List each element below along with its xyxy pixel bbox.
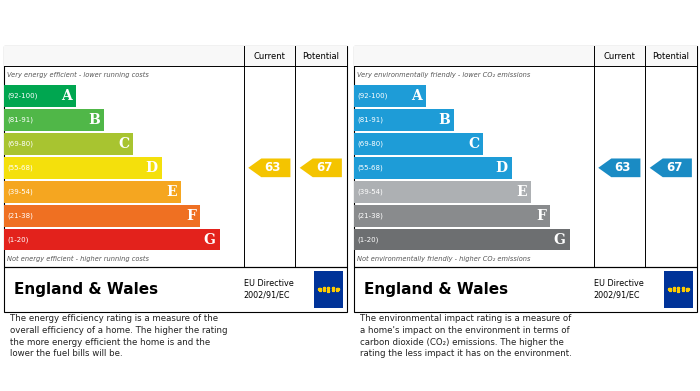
Text: 63: 63 [265, 161, 281, 174]
Bar [4, 47, 346, 66]
Text: E: E [517, 185, 527, 199]
Text: F: F [536, 209, 546, 223]
Text: F: F [186, 209, 196, 223]
Bar [4, 157, 162, 179]
Bar [354, 181, 531, 203]
Text: G: G [554, 233, 566, 247]
Text: (92-100): (92-100) [358, 93, 388, 99]
Text: D: D [496, 161, 508, 175]
Text: Current: Current [253, 52, 286, 61]
Text: Environmental Impact (CO₂) Rating: Environmental Impact (CO₂) Rating [358, 18, 591, 31]
Bar [4, 181, 181, 203]
Text: (39-54): (39-54) [8, 188, 34, 195]
Bar [4, 205, 200, 226]
Text: (39-54): (39-54) [358, 188, 384, 195]
Text: England & Wales: England & Wales [14, 282, 158, 297]
Text: The energy efficiency rating is a measure of the
overall efficiency of a home. T: The energy efficiency rating is a measur… [10, 314, 228, 358]
Polygon shape [248, 158, 290, 177]
Text: (21-38): (21-38) [358, 212, 384, 219]
Text: (81-91): (81-91) [358, 117, 384, 123]
Text: D: D [146, 161, 158, 175]
Text: Very energy efficient - lower running costs: Very energy efficient - lower running co… [7, 72, 149, 78]
Text: (55-68): (55-68) [358, 165, 384, 171]
Text: EU Directive
2002/91/EC: EU Directive 2002/91/EC [594, 279, 643, 300]
Polygon shape [300, 158, 342, 177]
Text: England & Wales: England & Wales [364, 282, 508, 297]
Text: (92-100): (92-100) [8, 93, 38, 99]
Text: EU Directive
2002/91/EC: EU Directive 2002/91/EC [244, 279, 293, 300]
Text: 63: 63 [615, 161, 631, 174]
Bar [4, 229, 220, 251]
Text: (1-20): (1-20) [358, 237, 379, 243]
Bar [354, 85, 426, 107]
Bar [4, 85, 76, 107]
Text: A: A [61, 89, 71, 103]
Bar [4, 109, 104, 131]
Text: Energy Efficiency Rating: Energy Efficiency Rating [8, 18, 171, 31]
Bar [354, 229, 570, 251]
Text: 67: 67 [666, 161, 682, 174]
Text: 67: 67 [316, 161, 332, 174]
Bar [354, 109, 454, 131]
Text: G: G [204, 233, 216, 247]
Text: B: B [88, 113, 100, 127]
Text: C: C [118, 137, 129, 151]
Text: Potential: Potential [652, 52, 690, 61]
Text: (81-91): (81-91) [8, 117, 34, 123]
Bar [314, 271, 343, 308]
Text: E: E [167, 185, 177, 199]
Text: (69-80): (69-80) [8, 141, 34, 147]
Text: A: A [411, 89, 421, 103]
Bar [354, 205, 550, 226]
Text: Not environmentally friendly - higher CO₂ emissions: Not environmentally friendly - higher CO… [357, 256, 531, 262]
Text: (1-20): (1-20) [8, 237, 29, 243]
Bar [354, 133, 483, 155]
Bar [664, 271, 693, 308]
Text: (55-68): (55-68) [8, 165, 34, 171]
Text: Not energy efficient - higher running costs: Not energy efficient - higher running co… [7, 256, 149, 262]
Text: The environmental impact rating is a measure of
a home's impact on the environme: The environmental impact rating is a mea… [360, 314, 572, 358]
Bar [354, 157, 512, 179]
Text: B: B [438, 113, 450, 127]
Bar [4, 133, 133, 155]
Text: (21-38): (21-38) [8, 212, 34, 219]
Text: C: C [468, 137, 479, 151]
Text: (69-80): (69-80) [358, 141, 384, 147]
Text: Current: Current [603, 52, 636, 61]
Polygon shape [650, 158, 692, 177]
Polygon shape [598, 158, 640, 177]
Text: Very environmentally friendly - lower CO₂ emissions: Very environmentally friendly - lower CO… [357, 72, 531, 78]
Text: Potential: Potential [302, 52, 340, 61]
Bar [354, 47, 696, 66]
